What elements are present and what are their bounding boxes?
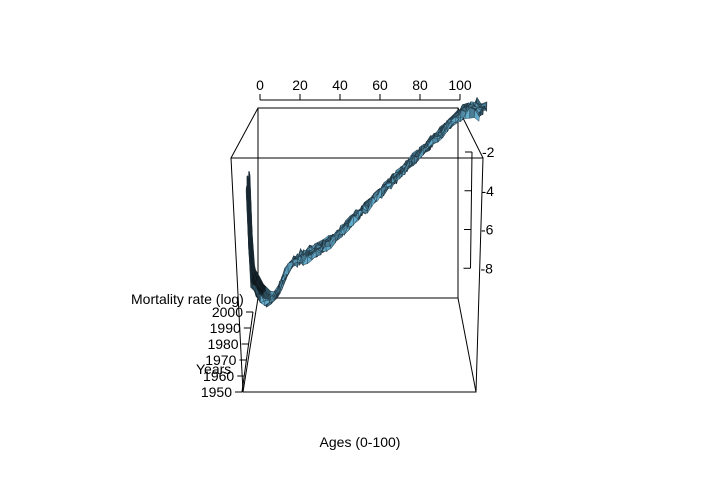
surface-mesh <box>245 96 488 308</box>
y-tick-label: 2000 <box>212 304 243 320</box>
y-tick-label: 1990 <box>210 320 241 336</box>
surface-facet <box>325 241 331 247</box>
x-tick-label: 40 <box>332 77 348 93</box>
axes: 0 20 40 60 80 100 -2 -4 -6 -8 19501960197019801990… <box>131 77 495 450</box>
z-axis-line <box>470 151 473 269</box>
y-tick-label: 1960 <box>203 368 234 384</box>
y-tick-label: 1970 <box>205 352 236 368</box>
y-axis-line <box>241 311 254 393</box>
x-axis-title: Ages (0-100) <box>320 434 401 450</box>
y-tick-label: 1950 <box>201 384 232 400</box>
box-edge <box>457 297 477 393</box>
surface-facet <box>283 263 289 276</box>
x-tick-label: 100 <box>448 77 472 93</box>
x-tick-label: 0 <box>256 77 264 93</box>
box-edge <box>230 107 259 159</box>
z-axis-title: Mortality rate (log) <box>131 291 244 307</box>
z-tick-label: -4 <box>482 183 495 199</box>
y-axis-title: Years <box>196 361 231 377</box>
x-tick-label: 80 <box>412 77 428 93</box>
plot-box <box>230 107 484 393</box>
x-tick-label: 20 <box>292 77 308 93</box>
surface-facet <box>474 109 480 122</box>
x-tick-label: 60 <box>372 77 388 93</box>
y-tick-label: 1980 <box>207 336 238 352</box>
z-tick-label: -6 <box>481 222 494 238</box>
z-tick-label: -8 <box>481 260 494 276</box>
z-tick-label: -2 <box>482 144 495 160</box>
box-edge <box>242 297 259 393</box>
box-front-face <box>230 157 484 393</box>
